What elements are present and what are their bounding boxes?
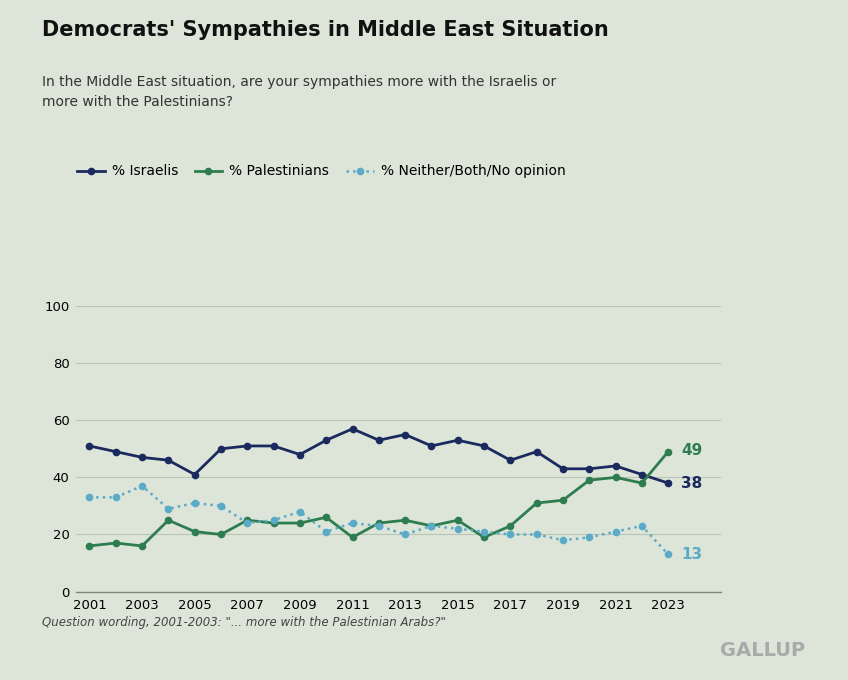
Text: GALLUP: GALLUP <box>721 641 806 660</box>
Text: Question wording, 2001-2003: "... more with the Palestinian Arabs?": Question wording, 2001-2003: "... more w… <box>42 616 446 629</box>
Text: In the Middle East situation, are your sympathies more with the Israelis or
more: In the Middle East situation, are your s… <box>42 75 556 109</box>
Text: 49: 49 <box>681 443 703 458</box>
Text: 38: 38 <box>681 475 703 490</box>
Legend: % Israelis, % Palestinians, % Neither/Both/No opinion: % Israelis, % Palestinians, % Neither/Bo… <box>77 165 566 178</box>
Text: Democrats' Sympathies in Middle East Situation: Democrats' Sympathies in Middle East Sit… <box>42 20 609 40</box>
Text: 13: 13 <box>681 547 702 562</box>
